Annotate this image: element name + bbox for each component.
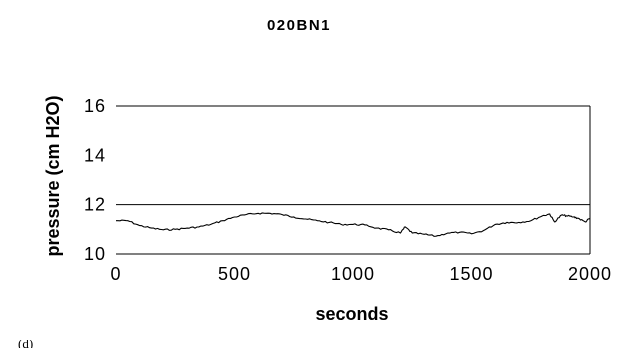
- panel-label: (d): [18, 340, 34, 348]
- y-tick-label: 16: [84, 96, 106, 116]
- x-tick-label: 1500: [449, 264, 493, 284]
- x-tick-label: 1000: [331, 264, 375, 284]
- gridlines: [116, 105, 590, 255]
- x-tick-label: 500: [218, 264, 251, 284]
- y-tick-label: 10: [84, 244, 106, 264]
- x-axis-label: seconds: [315, 304, 388, 324]
- y-tick-labels: 10 12 14 16: [84, 96, 106, 264]
- y-axis-label: pressure (cm H2O): [43, 95, 63, 256]
- y-tick-label: 12: [84, 195, 106, 215]
- data-line: [116, 212, 591, 237]
- x-tick-label: 0: [110, 264, 121, 284]
- x-tick-labels: 0 500 1000 1500 2000: [110, 264, 612, 284]
- y-tick-label: 14: [84, 145, 106, 165]
- chart-title: 020BN1: [267, 17, 331, 34]
- x-tick-label: 2000: [568, 264, 612, 284]
